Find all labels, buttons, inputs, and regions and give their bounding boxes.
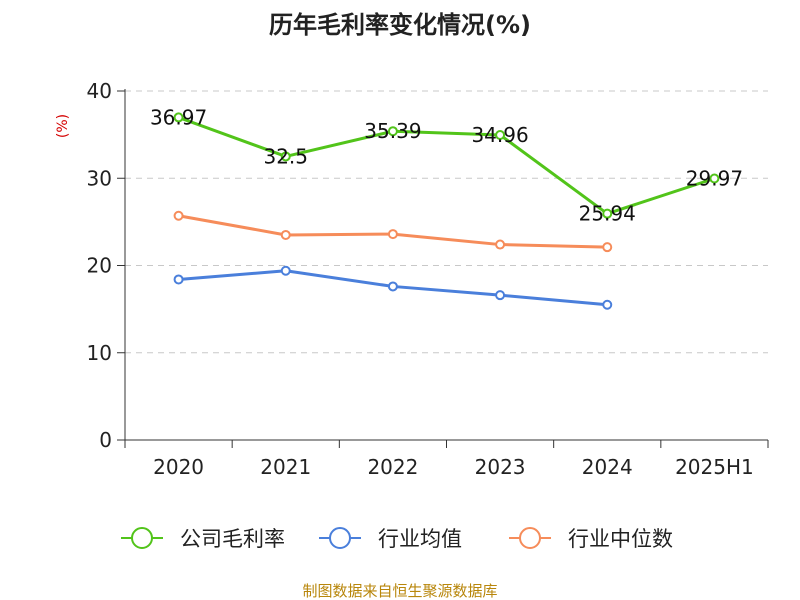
data-point	[602, 299, 613, 310]
grid-lines	[125, 90, 768, 354]
data-label: 34.96	[471, 123, 528, 147]
data-point	[602, 242, 613, 253]
legend-item-0[interactable]: 公司毛利率	[121, 527, 285, 551]
legend-item-2[interactable]: 行业中位数	[509, 527, 673, 551]
data-point	[387, 281, 398, 292]
x-tick-label: 2023	[475, 455, 526, 479]
x-tick-label: 2024	[582, 455, 633, 479]
legend-label: 行业均值	[378, 527, 462, 551]
data-labels: 36.97 32.5 35.39 34.96 25.94 29.97	[150, 105, 743, 225]
y-tick-label: 20	[87, 254, 112, 278]
data-point	[387, 126, 398, 137]
y-tick-label: 30	[87, 166, 112, 190]
legend-label: 行业中位数	[568, 527, 673, 551]
y-tick-label: 40	[87, 79, 112, 103]
data-point	[709, 173, 720, 184]
data-label: 29.97	[686, 167, 743, 191]
data-label: 25.94	[579, 202, 636, 226]
axes: 0 10 20 30 40 2020 2021 2022 2023 2024 2025H1	[87, 79, 769, 479]
data-point	[280, 265, 291, 276]
source-note: 制图数据来自恒生聚源数据库	[302, 582, 497, 600]
x-tick-label: 2022	[367, 455, 418, 479]
data-point	[173, 210, 184, 221]
x-tick-label: 2020	[153, 455, 204, 479]
legend-marker	[131, 527, 153, 549]
y-axis-unit: (%)	[55, 114, 71, 138]
data-point	[280, 229, 291, 240]
data-label: 35.39	[364, 119, 421, 143]
chart-title: 历年毛利率变化情况(%)	[269, 11, 531, 39]
data-point	[173, 112, 184, 123]
data-point	[495, 129, 506, 140]
data-point	[495, 290, 506, 301]
legend-marker	[519, 527, 541, 549]
legend-label: 公司毛利率	[180, 527, 285, 551]
y-tick-label: 0	[99, 428, 112, 452]
data-point	[387, 229, 398, 240]
data-point	[173, 274, 184, 285]
data-label: 32.5	[263, 144, 308, 168]
legend-marker	[329, 527, 351, 549]
data-point	[495, 239, 506, 250]
x-tick-label: 2021	[260, 455, 311, 479]
series-line-0	[178, 116, 715, 216]
x-tick-label: 2025H1	[675, 455, 754, 479]
y-tick-label: 10	[87, 341, 112, 365]
data-point	[280, 151, 291, 162]
data-point	[602, 208, 613, 219]
series-lines	[173, 112, 720, 310]
legend[interactable]: 公司毛利率 行业均值 行业中位数	[121, 527, 673, 551]
legend-item-1[interactable]: 行业均值	[319, 527, 462, 551]
data-label: 36.97	[150, 105, 207, 129]
